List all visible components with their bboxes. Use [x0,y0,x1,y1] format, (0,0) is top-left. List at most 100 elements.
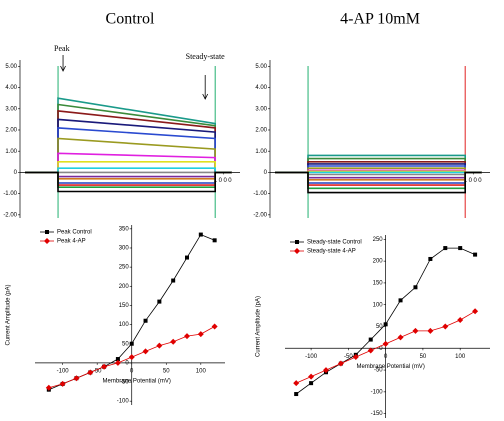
y-tick-label: 250 [373,237,384,243]
y-tick-label: -50 [374,368,383,374]
trace [25,171,232,180]
marker [473,252,478,257]
x-tick-label: 50 [163,368,170,374]
x-axis-label: Membrane Potential (mV) [356,364,424,370]
chart: 4-AP 10mM 5.00 4.00 3.00 2.00 1.00 0 -1.00 -2.00… [253,11,490,218]
marker [308,373,315,380]
marker [472,308,479,315]
marker [413,285,418,290]
chart-title: Control [106,11,155,28]
y-tick-label: 2.00 [255,128,267,134]
legend-marker [44,238,50,244]
marker [294,392,299,397]
legend-label: Peak 4-AP [57,239,86,245]
y-tick-label: 0 [14,170,18,176]
marker [73,375,80,382]
arrow-head [202,93,209,100]
marker [143,318,148,323]
trace [25,161,232,174]
marker [412,327,419,334]
x-tick-label: 100 [455,354,466,360]
y-axis-label: Current Amplitude (pA) [256,296,262,357]
marker [156,342,163,349]
legend-marker [45,230,49,234]
marker [443,246,448,251]
y-tick-label: 4.00 [5,85,17,91]
x-tick-label: 1000 [464,178,483,184]
legend-label: Steady-state 4-AP [307,249,356,255]
trace [25,171,232,184]
trace [25,171,232,193]
y-tick-label: 150 [373,281,384,287]
marker [398,298,403,303]
y-tick-label: -2.00 [253,212,267,218]
marker [382,340,389,347]
annotation: Peak [54,44,70,53]
x-tick-label: -50 [93,368,102,374]
x-tick-label: 1000 [214,178,233,184]
y-tick-label: 4.00 [255,85,267,91]
marker [397,334,404,341]
y-tick-label: 1.00 [255,149,267,155]
trace [25,127,232,174]
y-tick-label: 0 [379,346,383,352]
marker [458,246,463,251]
y-tick-label: -150 [371,411,384,417]
y-tick-label: -50 [120,380,129,386]
marker [428,256,433,261]
marker [427,327,434,334]
marker [157,299,162,304]
y-tick-label: 2.00 [5,128,17,134]
y-tick-label: 3.00 [255,106,267,112]
y-tick-label: 50 [376,324,383,330]
y-tick-label: -100 [117,399,130,405]
marker [212,238,217,243]
x-tick-label: -50 [344,354,353,360]
y-tick-label: 200 [119,284,130,290]
y-tick-label: 100 [119,322,130,328]
marker [211,323,218,330]
marker [128,354,135,361]
y-tick-label: 3.00 [5,106,17,112]
marker [142,348,149,355]
legend-marker [294,248,300,254]
marker [337,360,344,367]
y-tick-label: 300 [119,246,130,252]
arrow-head [60,65,66,72]
marker [457,316,464,323]
legend-label: Peak Control [57,230,92,236]
x-tick-label: 100 [196,368,207,374]
y-tick-label: -1.00 [253,191,267,197]
y-tick-label: 100 [373,302,384,308]
y-tick-label: 5.00 [5,64,17,70]
x-tick-label: 50 [420,354,427,360]
marker [293,380,300,387]
y-tick-label: 200 [373,259,384,265]
y-tick-label: -1.00 [3,191,17,197]
marker [59,380,66,387]
trace [275,171,482,181]
marker [367,347,374,354]
y-tick-label: 150 [119,303,130,309]
chart: Control 5.00 4.00 3.00 2.00 1.00 0 -1.00 -2.00 10… [3,11,240,218]
chart-title: 4-AP 10mM [340,11,420,28]
marker [442,323,449,330]
marker [184,333,190,340]
y-tick-label: 5.00 [255,64,267,70]
x-tick-label: 0 [130,368,134,374]
marker [185,255,189,260]
marker [170,338,177,345]
y-tick-label: 350 [119,226,130,232]
marker [115,357,120,362]
legend-marker [295,240,299,244]
x-axis-label: Membrane Potential (mV) [103,378,171,384]
x-tick-label: 0 [384,354,388,360]
trace [25,152,232,174]
marker [383,322,388,327]
y-tick-label: 50 [122,341,129,347]
y-tick-label: 250 [119,265,130,271]
marker [114,359,121,366]
y-tick-label: 1.00 [5,149,17,155]
marker [352,354,359,360]
